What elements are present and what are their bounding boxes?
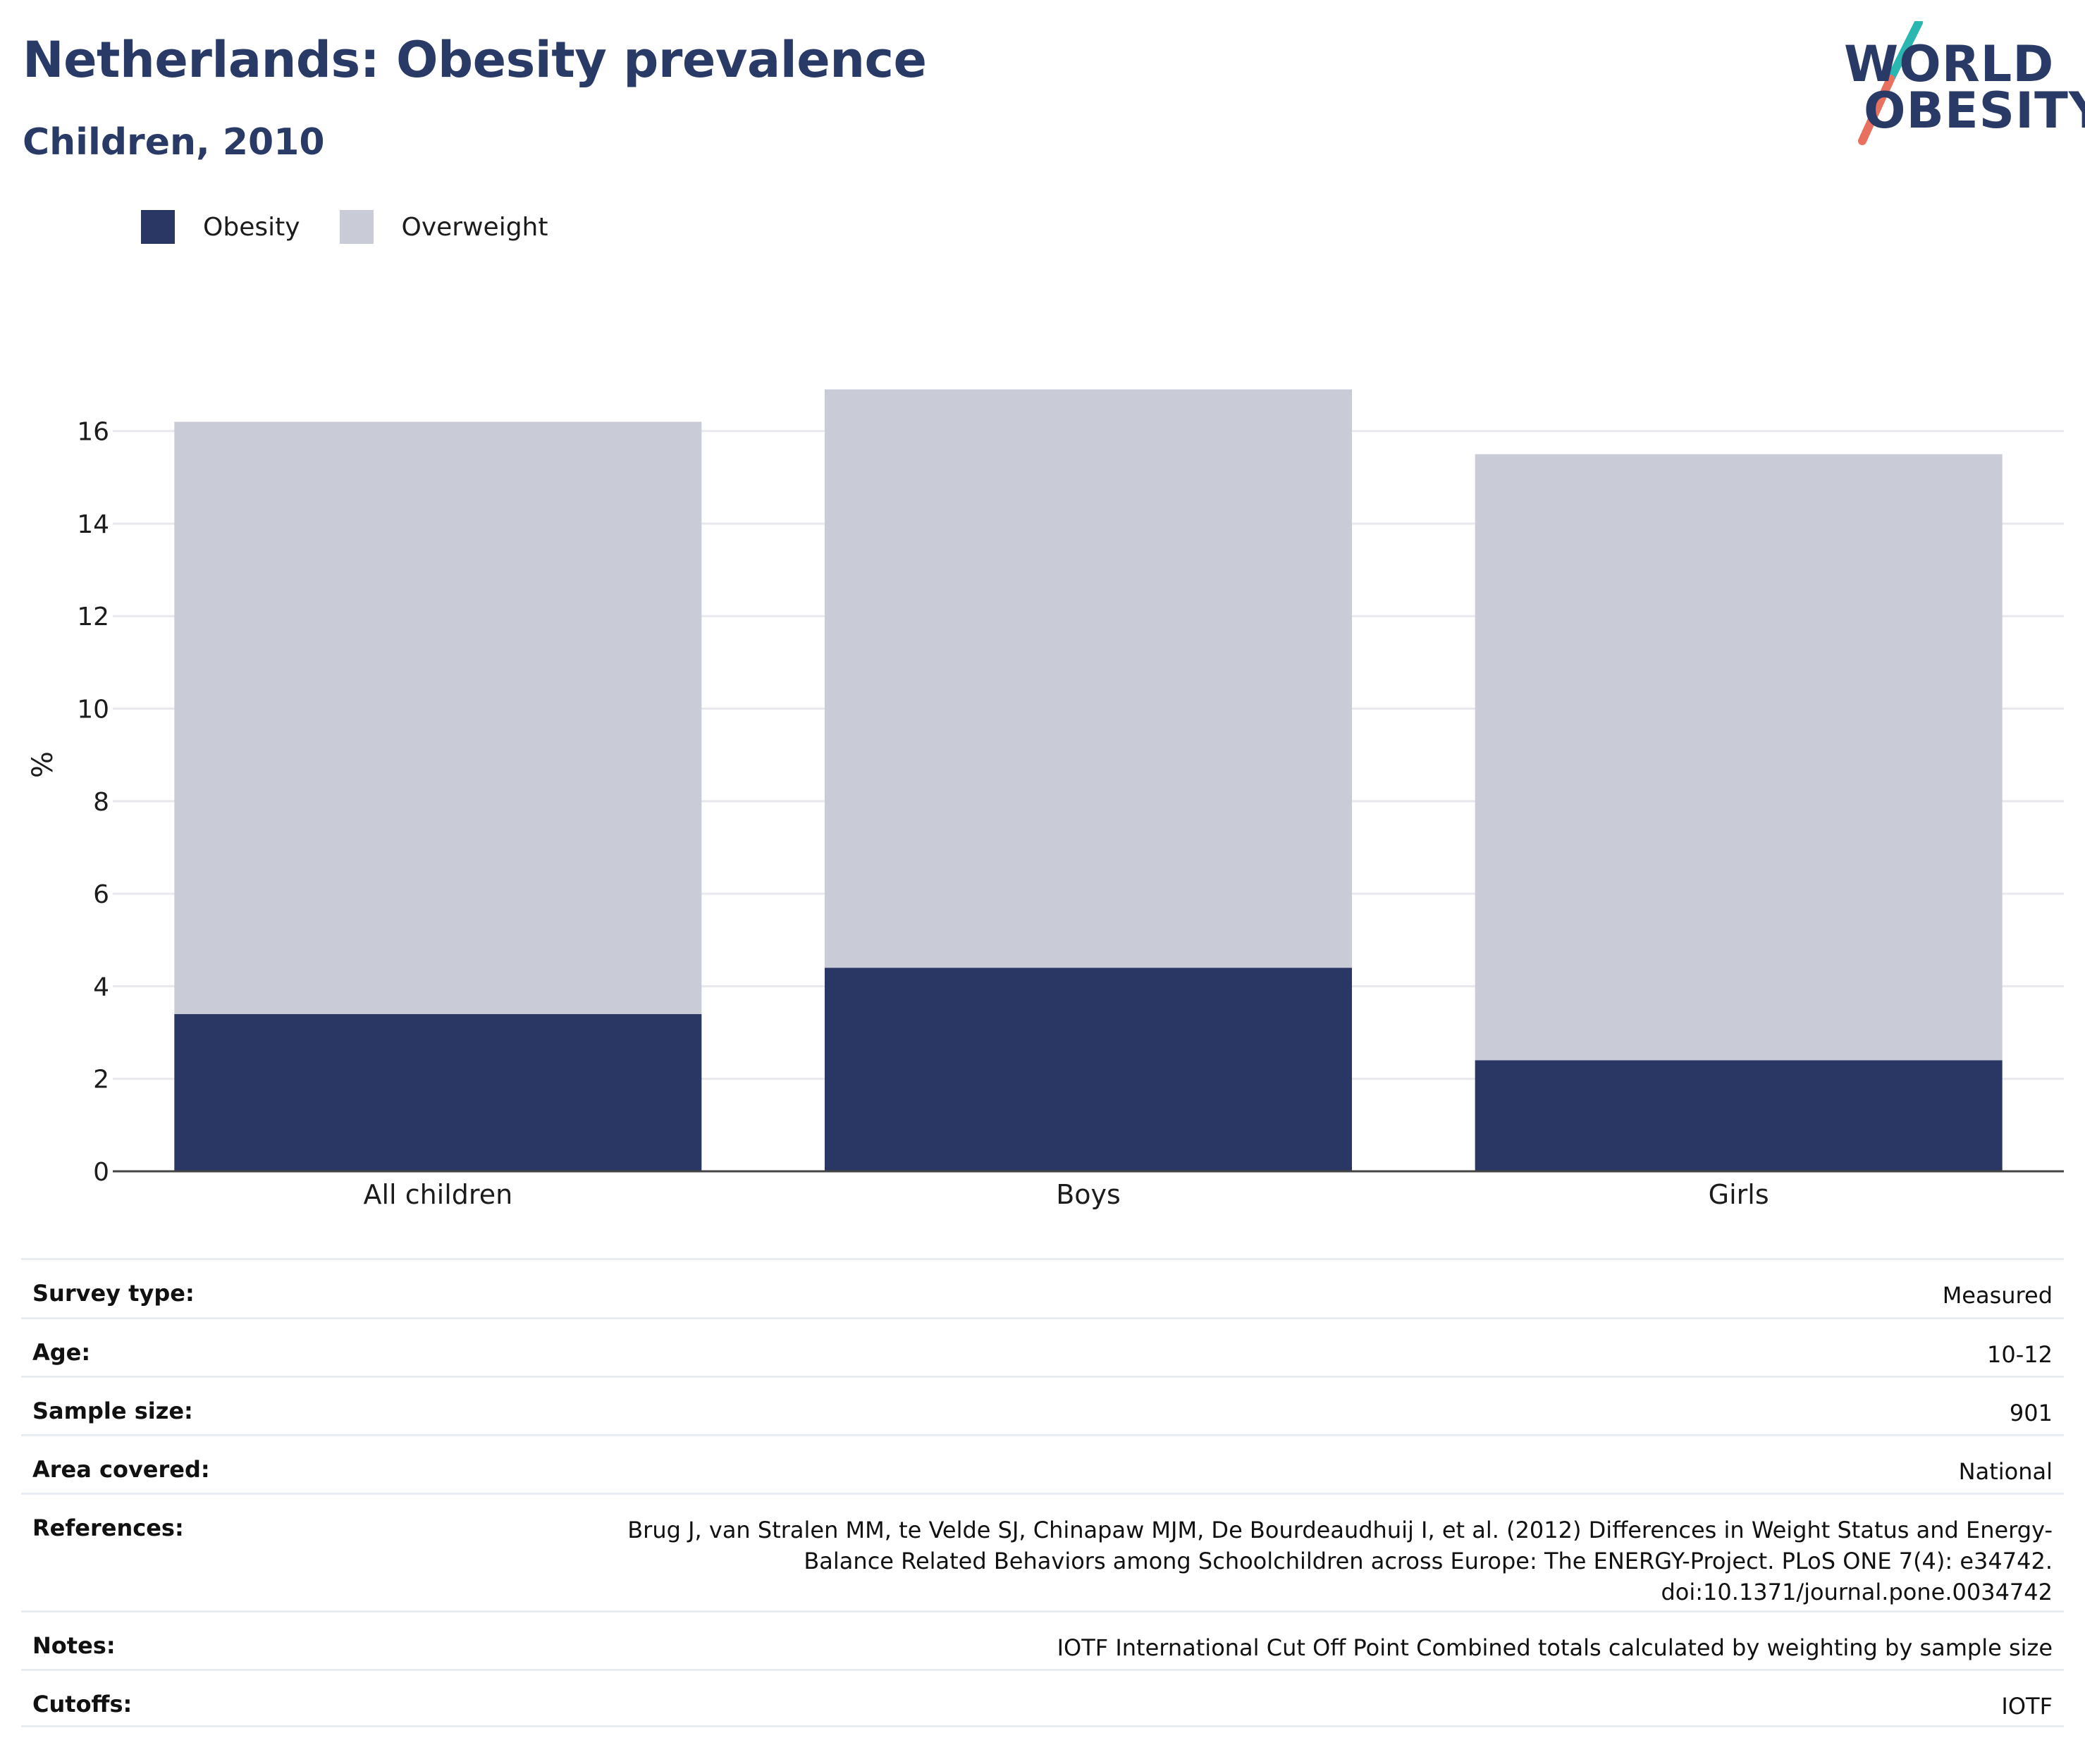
info-value: 10-12 — [1987, 1341, 2053, 1368]
logo-word-1: WORLD — [1844, 35, 2055, 93]
info-key: Cutoffs: — [32, 1691, 133, 1717]
legend-label-obesity: Obesity — [203, 212, 300, 242]
bar-overweight-all-children — [174, 421, 702, 1014]
y-tick-label: 14 — [77, 510, 109, 539]
info-value: IOTF International Cut Off Point Combine… — [1057, 1634, 2053, 1661]
info-row-age: Age: 10-12 — [21, 1317, 2064, 1376]
world-obesity-logo: WORLD OBESITY — [1833, 21, 2085, 148]
info-value: Measured — [1942, 1282, 2053, 1309]
legend-swatch-obesity — [141, 210, 175, 244]
chart-subtitle: Children, 2010 — [23, 121, 325, 164]
info-key: References: — [32, 1515, 184, 1541]
chart-title: Netherlands: Obesity prevalence — [23, 31, 927, 89]
bar-overweight-boys — [825, 389, 1352, 968]
x-tick-label: Boys — [1056, 1179, 1121, 1210]
info-value: 901 — [2009, 1400, 2053, 1426]
info-value: National — [1958, 1458, 2053, 1485]
info-row-cutoffs: Cutoffs: IOTF — [21, 1669, 2064, 1727]
y-tick-label: 6 — [93, 880, 109, 909]
info-row-references: References: Brug J, van Stralen MM, te V… — [21, 1493, 2064, 1610]
info-key: Notes: — [32, 1632, 116, 1659]
info-value: IOTF — [2001, 1693, 2053, 1720]
info-key: Area covered: — [32, 1456, 210, 1483]
info-key: Survey type: — [32, 1280, 195, 1307]
logo-slash-icon — [1858, 21, 1923, 145]
y-tick-label: 16 — [77, 418, 109, 447]
info-row-area-covered: Area covered: National — [21, 1434, 2064, 1493]
x-tick-label: Girls — [1709, 1179, 1769, 1210]
info-key: Sample size: — [32, 1398, 193, 1424]
info-row-survey-type: Survey type: Measured — [21, 1258, 2064, 1317]
bar-obesity-boys — [825, 968, 1352, 1171]
bar-chart: 0 2 4 6 8 10 12 14 16% All children Boys Girls — [27, 389, 2064, 1210]
legend-label-overweight: Overweight — [401, 212, 548, 242]
y-tick-label: 8 — [93, 788, 109, 817]
legend-item-obesity[interactable]: Obesity — [141, 210, 300, 244]
legend-swatch-overweight — [339, 210, 374, 244]
legend-item-overweight[interactable]: Overweight — [339, 210, 548, 244]
info-value: Brug J, van Stralen MM, te Velde SJ, Chi… — [627, 1517, 2053, 1605]
info-row-notes: Notes: IOTF International Cut Off Point … — [21, 1610, 2064, 1669]
bar-obesity-girls — [1475, 1060, 2003, 1171]
survey-info-table: Survey type: Measured Age: 10-12 Sample … — [21, 1258, 2064, 1727]
y-tick-label: 10 — [77, 696, 109, 724]
y-tick-label: 0 — [93, 1158, 109, 1187]
chart-legend: Obesity Overweight — [141, 210, 587, 244]
y-tick-label: 2 — [93, 1066, 109, 1094]
y-tick-label: 12 — [77, 603, 109, 631]
info-key: Age: — [32, 1339, 91, 1366]
bar-overweight-girls — [1475, 454, 2003, 1061]
bar-obesity-all-children — [174, 1013, 702, 1171]
logo-word-2: OBESITY — [1864, 82, 2085, 140]
x-tick-label: All children — [364, 1179, 513, 1210]
y-axis-label: % — [27, 751, 59, 778]
info-row-sample-size: Sample size: 901 — [21, 1376, 2064, 1434]
y-tick-label: 4 — [93, 973, 109, 1001]
